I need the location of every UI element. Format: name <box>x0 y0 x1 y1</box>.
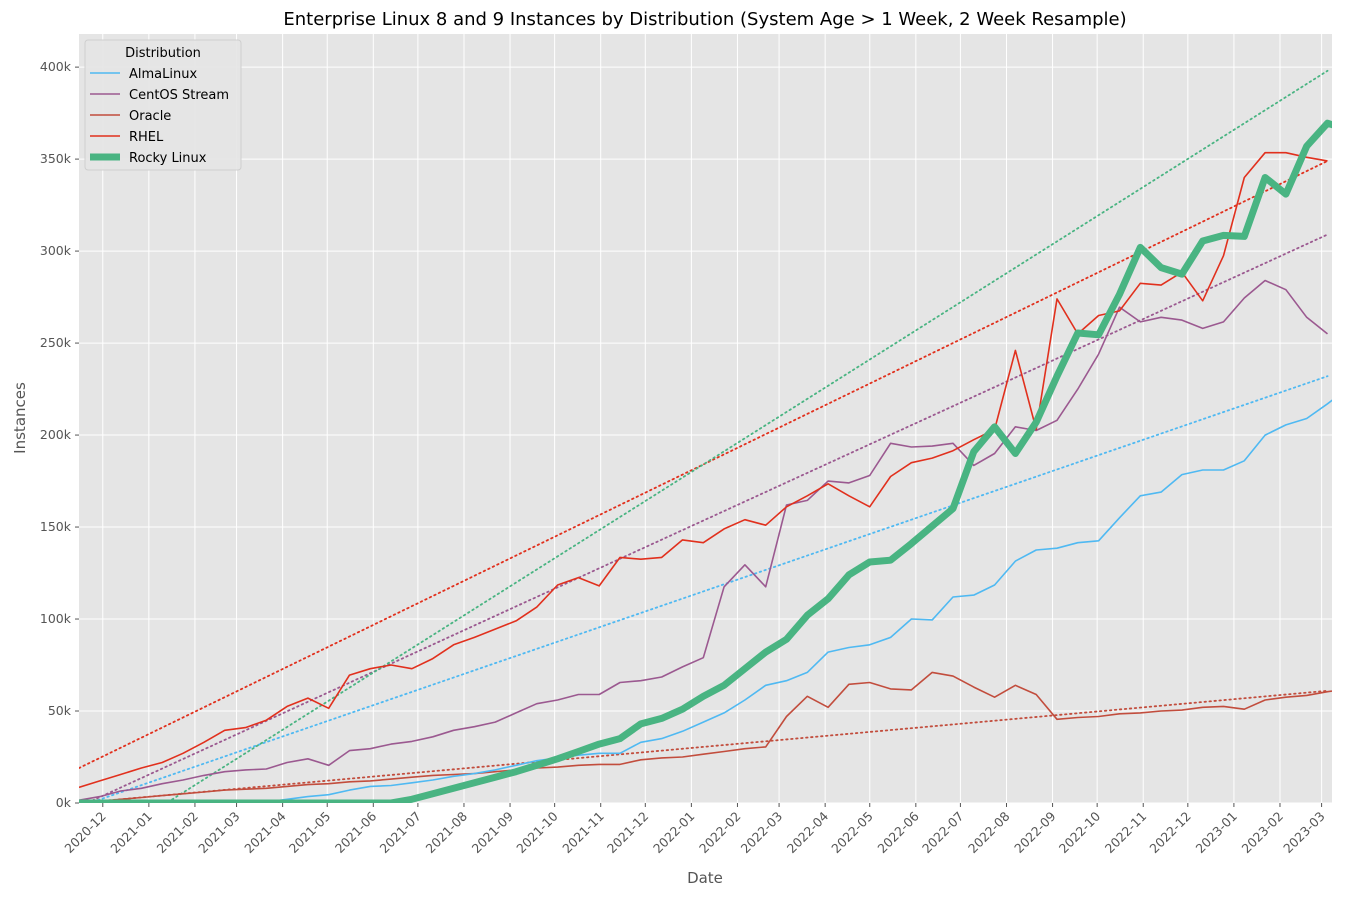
x-tick-label: 2021-01 <box>107 809 155 857</box>
trend-line-rhel <box>79 160 1329 769</box>
y-tick-label: 100k <box>40 611 72 626</box>
x-tick-label: 2021-03 <box>195 809 243 857</box>
x-axis-label: Date <box>687 869 723 887</box>
plot-area <box>79 34 1332 803</box>
x-tick-label: 2020-12 <box>61 809 109 857</box>
legend-label-rhel: RHEL <box>129 130 164 145</box>
x-tick-label: 2021-06 <box>332 808 380 856</box>
x-tick-label: 2021-11 <box>559 809 607 857</box>
x-tick-label: 2021-10 <box>513 808 561 856</box>
x-tick-label: 2022-04 <box>784 808 832 856</box>
x-tick-label: 2022-09 <box>1011 808 1059 856</box>
series-line-rocky-linux <box>79 119 1332 803</box>
y-tick-label: 150k <box>40 519 72 534</box>
trend-lines <box>79 69 1329 803</box>
x-tick-label: 2022-05 <box>828 809 876 857</box>
chart-title: Enterprise Linux 8 and 9 Instances by Di… <box>283 9 1126 30</box>
x-tick-label: 2022-06 <box>874 808 922 856</box>
legend-label-rocky-linux: Rocky Linux <box>129 151 207 166</box>
x-tick-label: 2021-07 <box>376 809 424 857</box>
x-tick-label: 2023-01 <box>1192 809 1240 857</box>
series-line-centos-stream <box>79 279 1328 801</box>
x-tick-label: 2022-01 <box>650 809 698 857</box>
y-axis-label: Instances <box>11 382 29 454</box>
trend-line-rocky-linux <box>164 69 1329 803</box>
x-tick-label: 2022-11 <box>1102 809 1150 857</box>
trend-line-almalinux <box>86 375 1329 803</box>
x-tick-label: 2022-07 <box>919 809 967 857</box>
y-tick-label: 200k <box>40 427 72 442</box>
x-tick-label: 2022-12 <box>1146 809 1194 857</box>
legend-label-centos-stream: CentOS Stream <box>129 88 229 103</box>
series-line-rhel <box>79 151 1328 789</box>
series-lines <box>79 119 1332 803</box>
x-tick-label: 2022-08 <box>965 808 1013 856</box>
y-tick-label: 50k <box>48 703 72 718</box>
x-tick-label: 2021-05 <box>286 809 334 857</box>
series-line-oracle <box>79 671 1332 803</box>
x-tick-label: 2023-03 <box>1280 809 1328 857</box>
x-axis: 2020-122021-012021-022021-032021-042021-… <box>61 803 1328 857</box>
x-tick-label: 2021-04 <box>241 808 289 856</box>
legend-label-oracle: Oracle <box>129 109 171 124</box>
trend-line-oracle <box>79 689 1329 803</box>
x-tick-label: 2021-09 <box>469 808 517 856</box>
trend-line-centos-stream <box>84 233 1329 803</box>
series-line-almalinux <box>79 399 1332 803</box>
legend: Distribution AlmaLinux CentOS Stream Oracl… <box>84 39 242 171</box>
y-tick-label: 300k <box>40 243 72 258</box>
y-axis: 0k 50k 100k 150k 200k 250k 300k 350k 400k <box>40 59 79 810</box>
y-tick-label: 350k <box>40 151 72 166</box>
legend-box <box>84 39 242 171</box>
y-tick-label: 400k <box>40 59 72 74</box>
y-tick-label: 0k <box>56 795 72 810</box>
x-tick-label: 2021-02 <box>154 809 202 857</box>
x-tick-label: 2021-08 <box>423 808 471 856</box>
x-tick-label: 2022-10 <box>1056 808 1104 856</box>
x-tick-label: 2021-12 <box>604 809 652 857</box>
y-tick-label: 250k <box>40 335 72 350</box>
x-tick-label: 2023-02 <box>1239 809 1287 857</box>
legend-title: Distribution <box>125 46 201 61</box>
x-tick-label: 2022-03 <box>738 809 786 857</box>
legend-label-almalinux: AlmaLinux <box>129 67 197 82</box>
x-tick-label: 2022-02 <box>696 809 744 857</box>
